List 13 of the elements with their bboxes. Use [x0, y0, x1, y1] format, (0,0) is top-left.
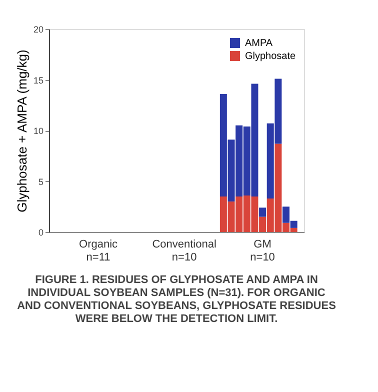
- y-axis-title: Glyphosate + AMPA (mg/kg): [14, 50, 30, 212]
- x-tick-label: Organic n=11: [79, 238, 118, 264]
- y-tick-label: 0: [38, 228, 44, 238]
- y-tick-label: 10: [33, 126, 44, 136]
- legend-label: AMPA: [245, 38, 273, 49]
- x-tick-label: Conventional n=10: [152, 238, 216, 264]
- y-tick-label: 5: [38, 176, 44, 187]
- bar: [259, 208, 266, 217]
- y-tick-label: 15: [33, 75, 44, 86]
- y-tick-label: 20: [33, 24, 44, 34]
- caption: FIGURE 1. RESIDUES OF GLYPHOSATE AND AMPA IN INDIVIDUAL SOYBEAN SAMPLES (N=31). FOR ORGANIC AND CONVENTIONAL SOYBEANS, GLYPHOSATE RESIDUES WERE BELOW THE DETECTION LIMIT.: [17, 274, 336, 325]
- legend-label: Glyphosate: [245, 51, 296, 62]
- x-tick-label: GM n=10: [250, 238, 275, 264]
